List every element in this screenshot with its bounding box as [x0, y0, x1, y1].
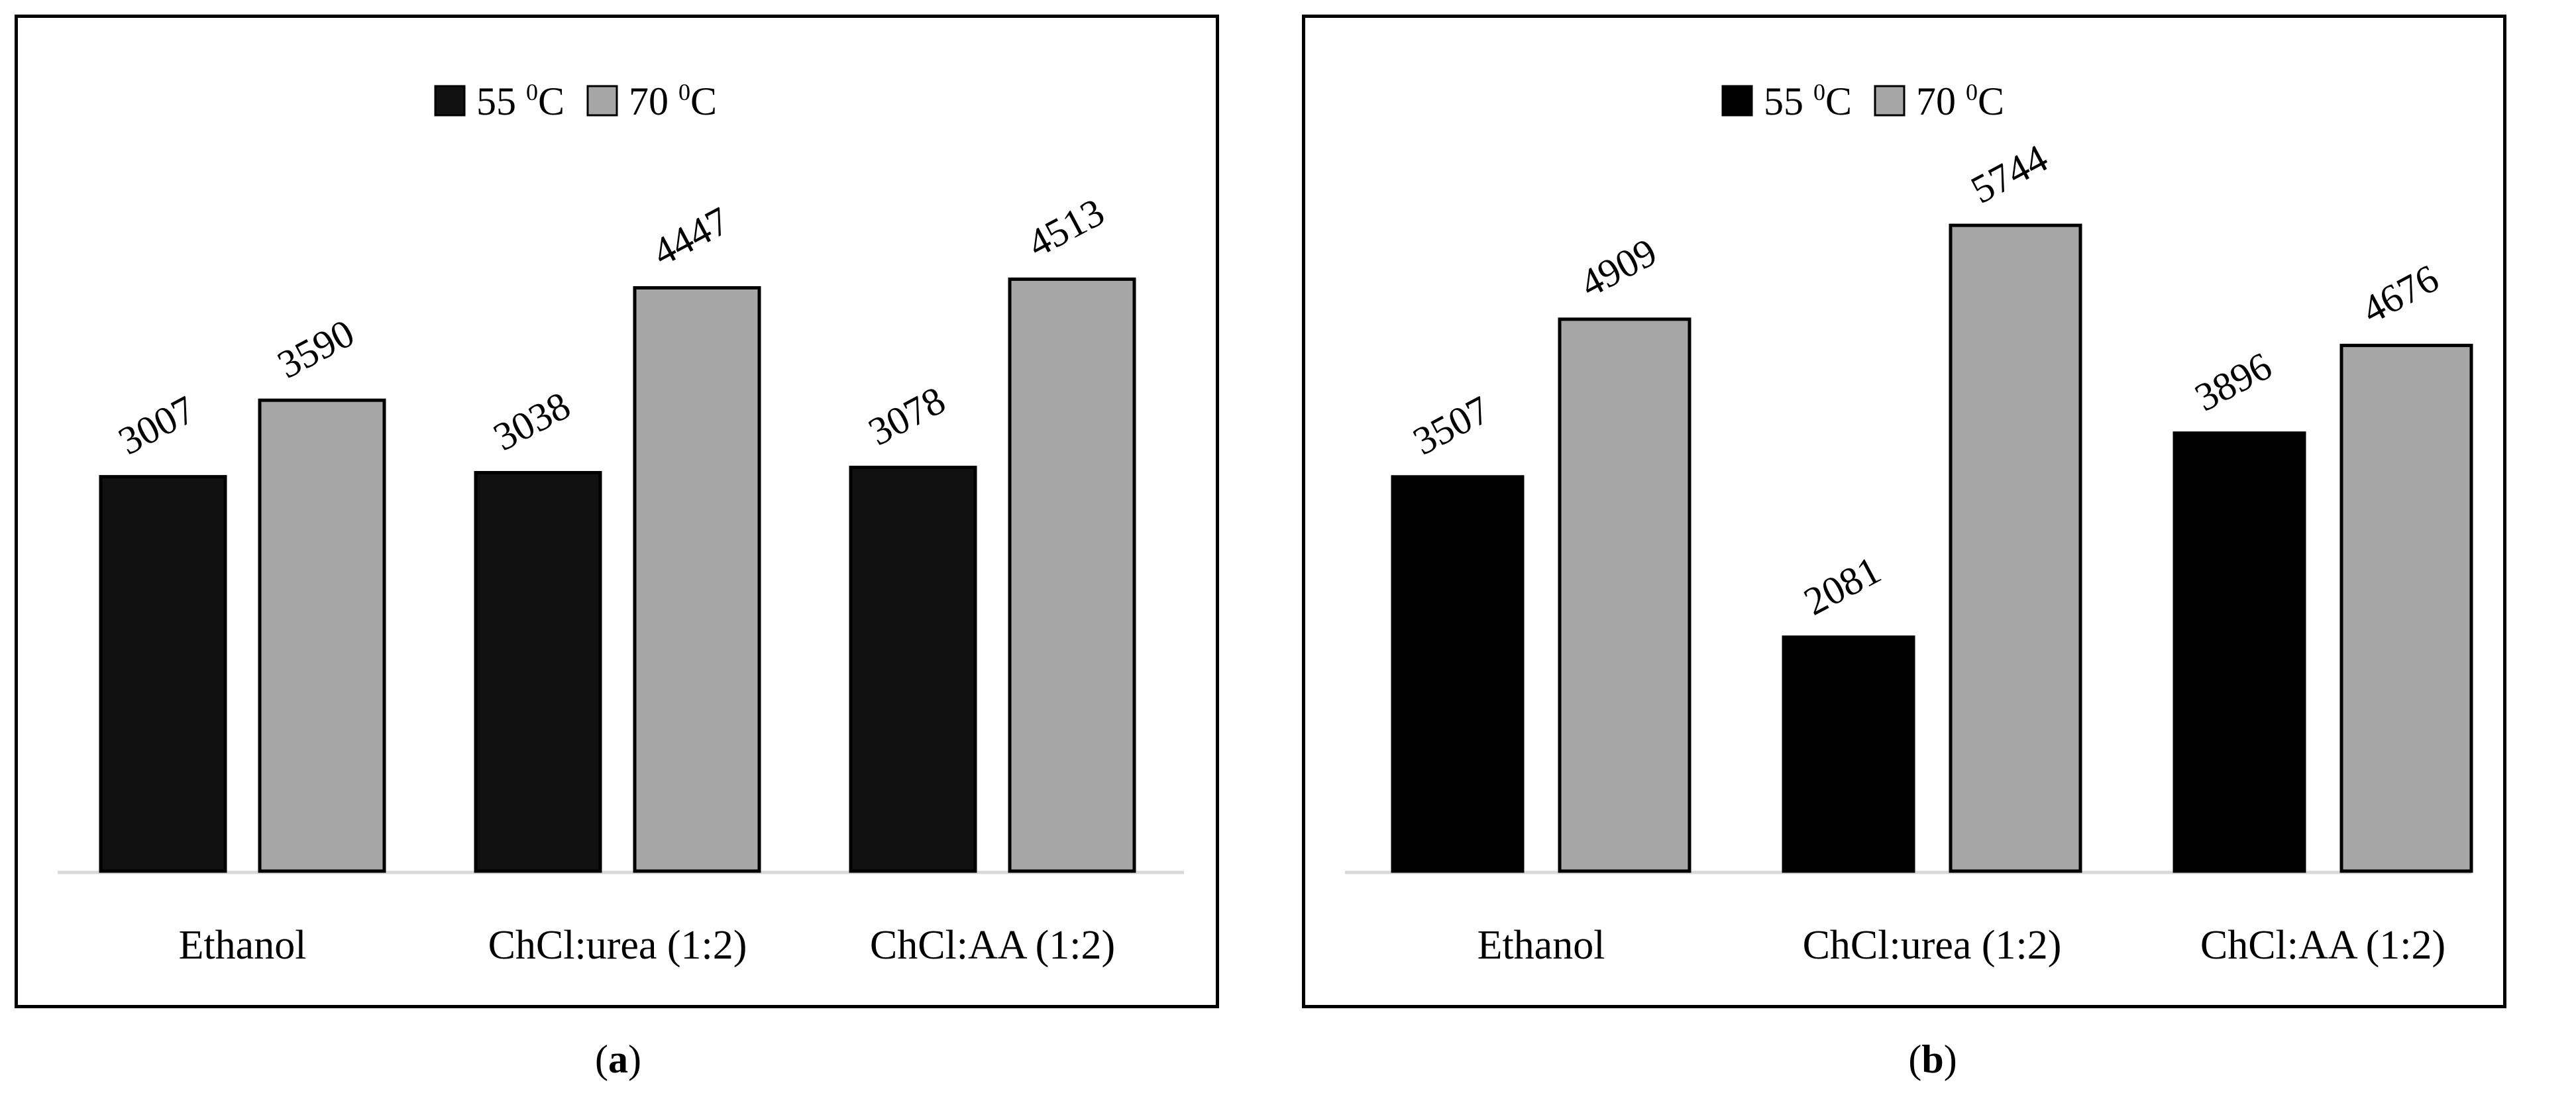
bar-chart-a: 55 0C 70 0C30073590Ethanol30384447ChCl:ur… — [58, 79, 1184, 968]
legend-value: 70 — [629, 79, 678, 123]
data-label: 3507 — [1406, 388, 1497, 464]
legend-value: 70 — [1916, 79, 1966, 123]
caption-b: (b) — [1908, 1037, 1957, 1081]
legend-label: 70 0C — [629, 79, 717, 123]
caption-a-letter: a — [608, 1037, 628, 1081]
category-label: Ethanol — [179, 923, 307, 968]
legend-item: 55 0C — [434, 79, 564, 123]
legend-superscript: 0 — [1813, 79, 1825, 105]
legend-item: 55 0C — [1721, 79, 1852, 123]
legend-superscript: 0 — [526, 79, 538, 105]
legend-value: 55 — [476, 79, 526, 123]
data-label: 2081 — [1797, 548, 1888, 624]
category-label: ChCl:AA (1:2) — [2200, 923, 2445, 968]
legend-unit: C — [1978, 79, 2004, 123]
bar — [1782, 635, 1915, 873]
bar — [1391, 475, 1525, 873]
legend-label: 55 0C — [1764, 79, 1852, 123]
legend-superscript: 0 — [678, 79, 690, 105]
legend-swatch — [1874, 85, 1905, 117]
data-label: 4676 — [2355, 256, 2445, 332]
data-label: 3038 — [486, 384, 577, 460]
legend-label: 55 0C — [476, 79, 564, 123]
legend-unit: C — [538, 79, 564, 123]
legend-unit: C — [690, 79, 717, 123]
data-label: 4513 — [1020, 189, 1111, 266]
category-label: ChCl:AA (1:2) — [870, 923, 1115, 968]
data-label: 4447 — [645, 199, 736, 275]
caption-b-letter: b — [1921, 1037, 1944, 1081]
data-label: 3007 — [111, 388, 202, 464]
bar — [1558, 317, 1691, 873]
data-label: 4909 — [1573, 230, 1664, 306]
legend-swatch — [434, 85, 466, 117]
data-label: 3590 — [270, 311, 361, 387]
bar — [2339, 343, 2473, 873]
bar — [633, 286, 761, 873]
bar — [849, 466, 977, 873]
legend-superscript: 0 — [1966, 79, 1978, 105]
legend-value: 55 — [1764, 79, 1813, 123]
legend: 55 0C 70 0C — [434, 79, 717, 123]
chart-panel-a: 55 0C 70 0C 3007 3590 Ethanol 3038 4447 ChCl:ur… — [15, 15, 1219, 1008]
legend-item: 70 0C — [586, 79, 717, 123]
bar — [2173, 431, 2306, 873]
data-label: 3078 — [861, 378, 952, 454]
bar — [1008, 277, 1136, 873]
bar — [99, 475, 227, 873]
category-label: ChCl:urea (1:2) — [488, 923, 747, 968]
chart-panel-b: 55 0C 70 0C 3507 4909 Ethanol 2081 5744 ChCl:ur… — [1302, 15, 2506, 1008]
category-label: Ethanol — [1477, 923, 1605, 968]
bar — [258, 398, 386, 873]
legend-swatch — [1721, 85, 1753, 117]
legend-swatch — [586, 85, 618, 117]
data-label: 5744 — [1964, 136, 2055, 212]
data-label: 3896 — [2188, 344, 2279, 420]
legend-item: 70 0C — [1874, 79, 2004, 123]
legend-label: 70 0C — [1916, 79, 2004, 123]
legend: 55 0C 70 0C — [1721, 79, 2004, 123]
bar-chart-b: 55 0C 70 0C35074909Ethanol20815744ChCl:ur… — [1345, 79, 2473, 968]
caption-a: (a) — [595, 1037, 641, 1081]
bar — [474, 470, 602, 873]
bar — [1949, 223, 2082, 873]
category-label: ChCl:urea (1:2) — [1803, 923, 2062, 968]
legend-unit: C — [1825, 79, 1852, 123]
